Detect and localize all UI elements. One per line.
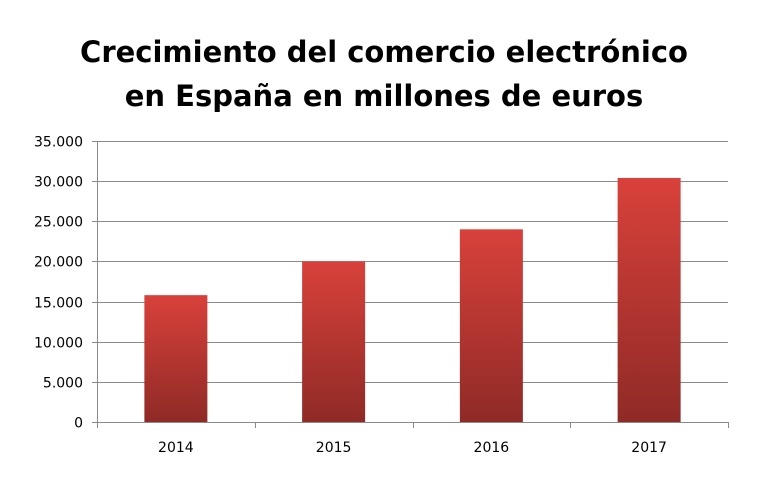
y-tick-label: 20.000 [34, 255, 83, 271]
y-tick-label: 0 [74, 416, 83, 432]
chart-title-line-1: Crecimiento del comercio electrónico [80, 35, 688, 69]
bar-2015 [302, 261, 366, 422]
x-tick-label: 2014 [158, 440, 194, 456]
bar-2016 [459, 229, 523, 422]
bar-2017 [617, 177, 681, 422]
axes [92, 141, 729, 428]
y-tick-label: 35.000 [34, 135, 83, 151]
y-tick-label: 10.000 [34, 336, 83, 352]
x-tick-label: 2017 [631, 440, 667, 456]
y-tick-label: 25.000 [34, 215, 83, 231]
y-tick-label: 30.000 [34, 175, 83, 191]
x-tick-label: 2016 [474, 440, 510, 456]
y-tick-label: 5.000 [43, 376, 83, 392]
bars [144, 177, 681, 422]
bar-2014 [144, 295, 208, 422]
x-axis-tick-labels: 2014 2015 2016 2017 [158, 440, 667, 456]
chart-title: Crecimiento del comercio electrónico en … [0, 30, 768, 118]
chart-title-line-2: en España en millones de euros [124, 79, 644, 113]
y-axis-tick-labels: 0 5.000 10.000 15.000 20.000 25.000 30.000 35.0… [34, 135, 83, 432]
x-tick-label: 2015 [316, 440, 352, 456]
y-tick-label: 15.000 [34, 296, 83, 312]
